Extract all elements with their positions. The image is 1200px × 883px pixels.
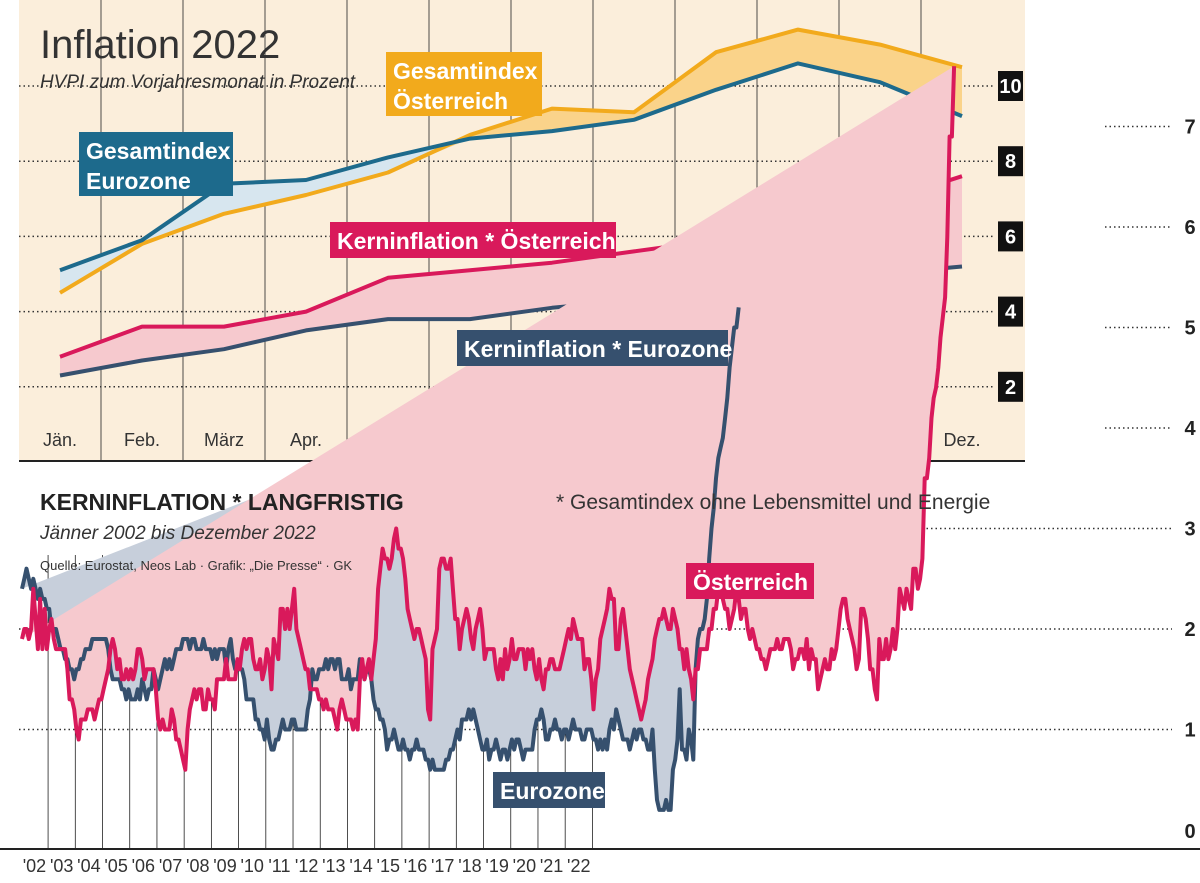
- bottom-y-tick-label: 4: [1184, 418, 1196, 440]
- bottom-chart-source: Quelle: Eurostat, Neos Lab · Grafik: „Di…: [40, 558, 352, 573]
- bottom-y-tick-label: 1: [1184, 720, 1195, 742]
- bottom-austria-core-line: [20, 66, 957, 772]
- bottom-x-tick-label: '22: [567, 856, 590, 876]
- bottom-x-tick-label: '03: [50, 856, 73, 876]
- top-y-badge: [998, 221, 1023, 252]
- label-eurozone-core-box: [457, 330, 728, 366]
- bottom-austria-above-fill: [22, 66, 955, 770]
- bottom-x-tick-label: '07: [159, 856, 182, 876]
- label-eurozone-total-box: [79, 132, 233, 196]
- label-eurozone-total-text: Eurozone: [86, 168, 191, 194]
- bottom-y-tick-label: 3: [1184, 519, 1195, 541]
- label-bottom-eurozone-text: Eurozone: [500, 778, 605, 804]
- bottom-x-tick-label: '04: [77, 856, 100, 876]
- label-bottom-eurozone: Eurozone: [493, 772, 605, 808]
- label-austria-total-box: [386, 52, 542, 116]
- bottom-x-tick-label: '05: [104, 856, 127, 876]
- bottom-y-tick-label: 6: [1184, 217, 1195, 239]
- bottom-x-tick-label: '19: [485, 856, 508, 876]
- bottom-x-tick-label: '16: [404, 856, 427, 876]
- bottom-x-tick-label: '09: [213, 856, 236, 876]
- bottom-y-tick-label: 2: [1184, 619, 1195, 641]
- label-austria-core: Kerninflation * Österreich: [330, 222, 616, 258]
- label-bottom-austria-text: Österreich: [693, 569, 808, 595]
- bottom-y-tick-label: 5: [1184, 318, 1195, 340]
- bottom-x-tick-label: '08: [186, 856, 209, 876]
- top-x-tick-label: Jän.: [43, 430, 77, 450]
- bottom-eurozone-core-line: [20, 307, 741, 812]
- top-total-austria-above-fill: [60, 29, 962, 293]
- top-x-tick-label: Feb.: [124, 430, 160, 450]
- label-eurozone-total-text: Gesamtindex: [86, 138, 231, 164]
- core-inflation-footnote: * Gesamtindex ohne Lebensmittel und Ener…: [556, 491, 990, 514]
- label-eurozone-core: Kerninflation * Eurozone: [457, 330, 732, 366]
- top-y-tick-label: 8: [1005, 151, 1016, 173]
- bottom-x-tick-label: '20: [513, 856, 536, 876]
- label-austria-total: Gesamtindex Österreich: [386, 52, 542, 116]
- bottom-x-tick-label: '21: [540, 856, 563, 876]
- bottom-x-tick-label: '17: [431, 856, 454, 876]
- label-eurozone-total: Gesamtindex Eurozone: [79, 132, 233, 196]
- top-x-tick-label: März: [204, 430, 244, 450]
- top-total-austria-line: [58, 27, 963, 295]
- bottom-y-tick-label: 7: [1184, 117, 1195, 139]
- top-y-tick-label: 2: [1005, 377, 1016, 399]
- label-austria-core-box: [330, 222, 616, 258]
- top-y-badge: [998, 296, 1023, 327]
- bottom-y-tick-label: 0: [1184, 821, 1195, 843]
- top-chart-subtitle: HVPI zum Vorjahresmonat in Prozent: [40, 72, 356, 93]
- top-x-tick-label: Dez.: [943, 430, 980, 450]
- bottom-x-tick-label: '15: [377, 856, 400, 876]
- bottom-x-tick-label: '11: [268, 856, 290, 876]
- top-y-tick-label: 6: [1005, 226, 1016, 248]
- bottom-x-tick-label: '02: [23, 856, 46, 876]
- label-eurozone-core-text: Kerninflation * Eurozone: [464, 336, 732, 362]
- top-y-badge: [998, 146, 1023, 177]
- top-y-tick-label: 10: [999, 76, 1021, 98]
- bottom-x-tick-label: '10: [240, 856, 263, 876]
- label-bottom-eurozone-box: [493, 772, 605, 808]
- top-x-tick-label: Apr.: [290, 430, 322, 450]
- bottom-chart-title: KERNINFLATION * LANGFRISTIG: [40, 489, 404, 515]
- label-bottom-austria-box: [686, 563, 814, 599]
- bottom-x-tick-label: '18: [458, 856, 481, 876]
- label-bottom-austria: Österreich: [686, 563, 814, 599]
- top-chart-title: Inflation 2022: [40, 23, 280, 67]
- top-core-gap-fill: [60, 176, 962, 376]
- top-y-badge: [998, 371, 1023, 402]
- bottom-chart-subtitle: Jänner 2002 bis Dezember 2022: [39, 523, 316, 544]
- label-austria-total-text: Österreich: [393, 88, 508, 114]
- top-y-tick-label: 4: [1005, 302, 1017, 324]
- bottom-x-tick-label: '13: [322, 856, 345, 876]
- top-y-badge: [998, 71, 1023, 101]
- bottom-x-tick-label: '14: [349, 856, 372, 876]
- bottom-x-tick-label: '06: [132, 856, 155, 876]
- label-austria-core-text: Kerninflation * Österreich: [337, 228, 616, 254]
- label-austria-total-text: Gesamtindex: [393, 58, 538, 84]
- bottom-x-tick-label: '12: [295, 856, 318, 876]
